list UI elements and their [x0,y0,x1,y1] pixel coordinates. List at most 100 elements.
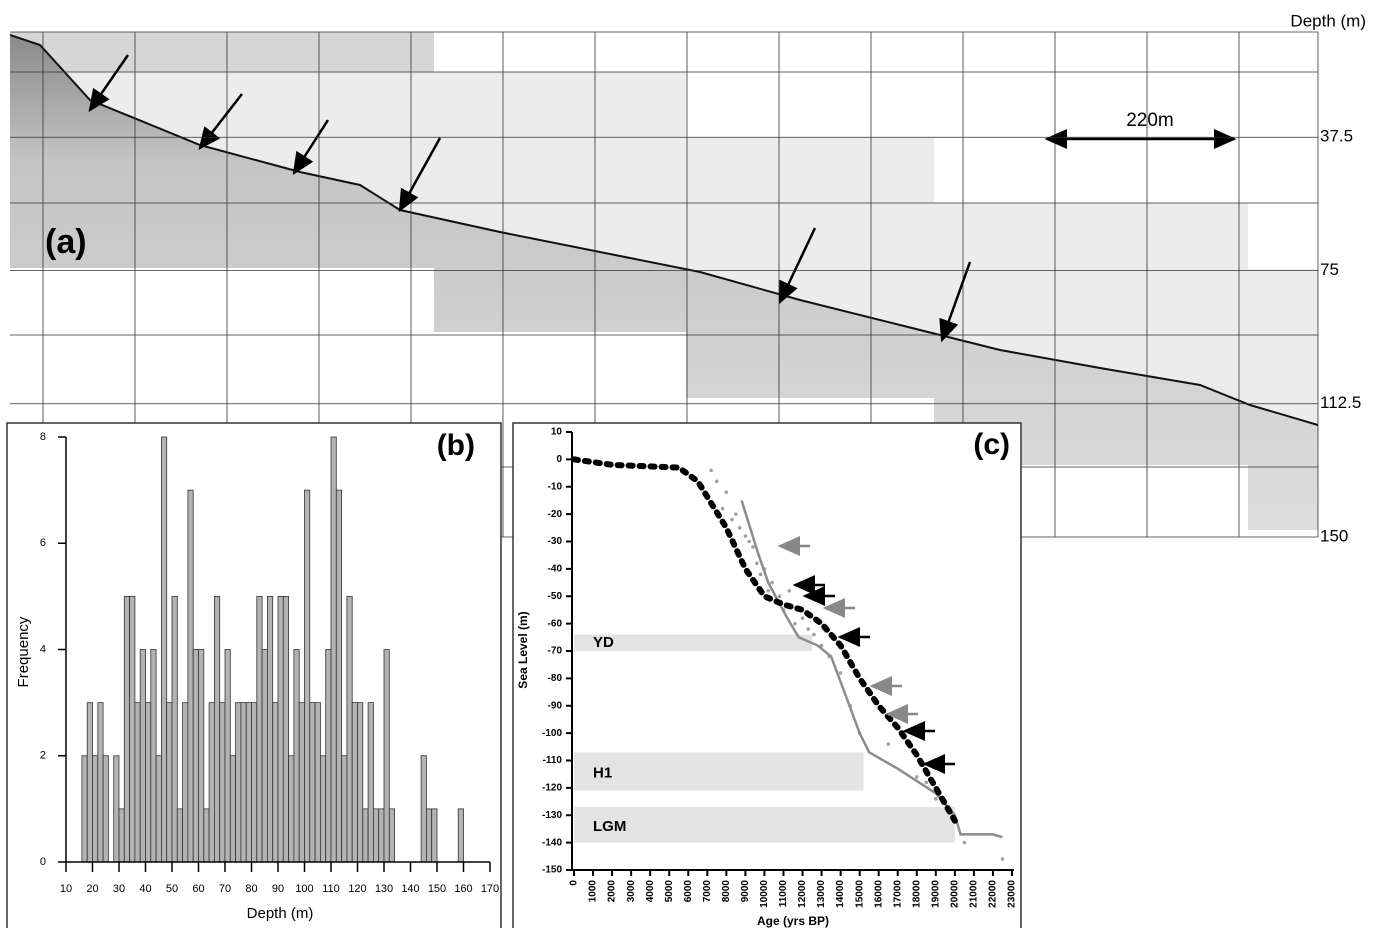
x-tick-label: 50 [166,883,178,895]
x-tick-label: 12000 [797,880,808,908]
point [812,632,816,637]
point [747,539,751,544]
point [737,526,742,530]
bar [383,649,390,863]
bar [325,649,332,863]
bar [341,755,348,863]
point [777,594,782,599]
point [914,775,919,779]
y-tick-label: -140 [542,837,562,848]
point [793,621,797,626]
y-tick-label: 150 [1320,526,1348,545]
bar [92,755,99,863]
y-tick-label: 0 [556,454,562,465]
y-tick-label: -150 [542,865,562,876]
panel-b: (b) Depth (m) Frequency 10 20 30 40 50 60 70 80… [6,422,502,928]
bar [288,755,295,863]
x-tick-label: 40 [139,883,151,895]
bar [176,808,184,863]
bar [192,649,199,863]
x-tick-label: 3000 [626,880,637,903]
bar [235,702,242,863]
point [720,506,725,511]
bar [362,808,369,863]
bar [277,595,284,863]
point [758,572,763,577]
bar [134,702,141,863]
y-tick-label: 37.5 [1320,127,1353,146]
y-tick-label: -30 [548,536,563,547]
image-grid [10,31,1319,537]
x-tick-label: 80 [245,883,257,895]
point [924,780,929,785]
x-axis-title: Depth (m) [247,905,314,922]
x-tick-label: 6000 [683,880,694,903]
x-tick-label: 150 [428,883,446,895]
bar [378,808,385,863]
point [730,517,734,522]
bar [203,808,210,863]
bar [97,702,104,863]
y-tick-label: -50 [548,591,563,602]
band-label: H1 [593,764,612,781]
y-tick-label: -130 [542,810,562,821]
y-axis-title: Sea Level (m) [516,611,530,688]
x-tick-label: 23000 [1007,880,1018,908]
panel-label: (a) [45,223,87,261]
x-tick-label: 1000 [588,880,599,903]
y-tick-label: -60 [548,618,563,629]
point [800,616,805,620]
seabed [10,34,1318,426]
y-tick-label: -110 [543,755,563,766]
x-tick-label: 13000 [816,880,827,908]
bar [314,702,321,863]
bar [155,755,162,863]
point [766,588,771,593]
bar [251,702,258,863]
point [709,468,713,473]
bar [367,702,374,863]
x-tick-label: 170 [481,883,499,895]
y-tick-label: 75 [1320,260,1339,279]
y-tick-label: -100 [542,728,562,739]
bar [457,808,464,863]
bar [293,649,300,863]
bar [357,702,364,863]
arrows [88,54,972,343]
point [934,797,938,801]
y-tick-label: -80 [548,673,563,684]
x-tick-label: 10 [60,883,72,895]
x-tick-label: 5000 [664,880,675,903]
x-tick-label: 20000 [950,880,961,908]
x-tick-label: 20 [86,883,98,895]
y-tick-label: -70 [548,646,563,657]
bar [266,595,274,863]
panel-frame [512,422,1022,928]
bar [351,702,358,863]
bar [425,808,433,863]
bar [372,808,380,863]
bar [240,702,247,863]
x-tick-label: 0 [569,880,580,886]
x-tick-label: 17000 [892,880,903,908]
bar [309,702,316,863]
x-axis-title: Age (yrs BP) [757,914,829,928]
bar [150,649,157,863]
point [755,561,759,566]
bar [171,595,178,863]
arrows [777,536,955,774]
bar [245,702,252,863]
bar [256,595,263,863]
bar [282,595,289,863]
y-axis-title: Frequency [15,616,32,687]
bar [102,755,109,863]
scale-label: 220m [1126,110,1174,131]
x-tick-label: 160 [454,883,472,895]
x-tick-label: 16000 [873,880,884,908]
bar [431,808,438,863]
bar [113,755,120,863]
band [574,752,864,791]
axis-title: Depth (m) [1290,11,1366,30]
x-tick-label: 4000 [645,880,656,903]
